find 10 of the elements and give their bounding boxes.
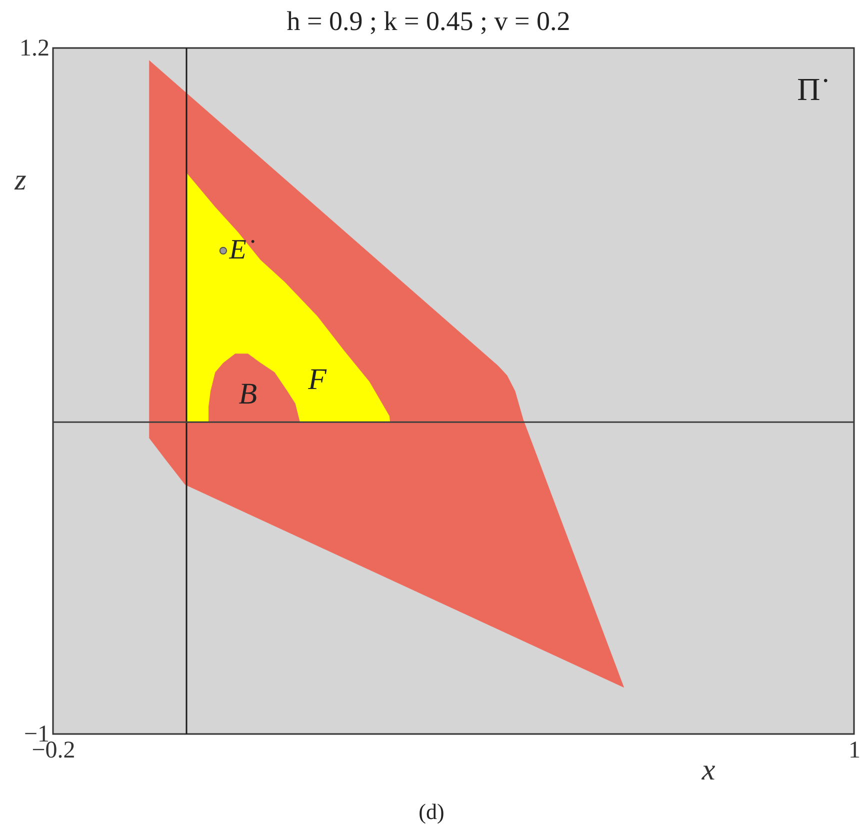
series-label: F xyxy=(307,362,328,396)
y-axis-title: z xyxy=(14,164,27,196)
series-label: B xyxy=(238,378,258,411)
series-label: E˙ xyxy=(228,234,256,266)
text: (d) xyxy=(418,799,444,824)
y-tick-label: 1.2 xyxy=(20,36,50,62)
annotation: Π˙ xyxy=(797,71,831,107)
x-axis-title: x xyxy=(700,754,716,786)
chart-title: h = 0.9 ; k = 0.45 ; v = 0.2 xyxy=(286,6,570,36)
x-tick-label: 1 xyxy=(848,738,860,764)
